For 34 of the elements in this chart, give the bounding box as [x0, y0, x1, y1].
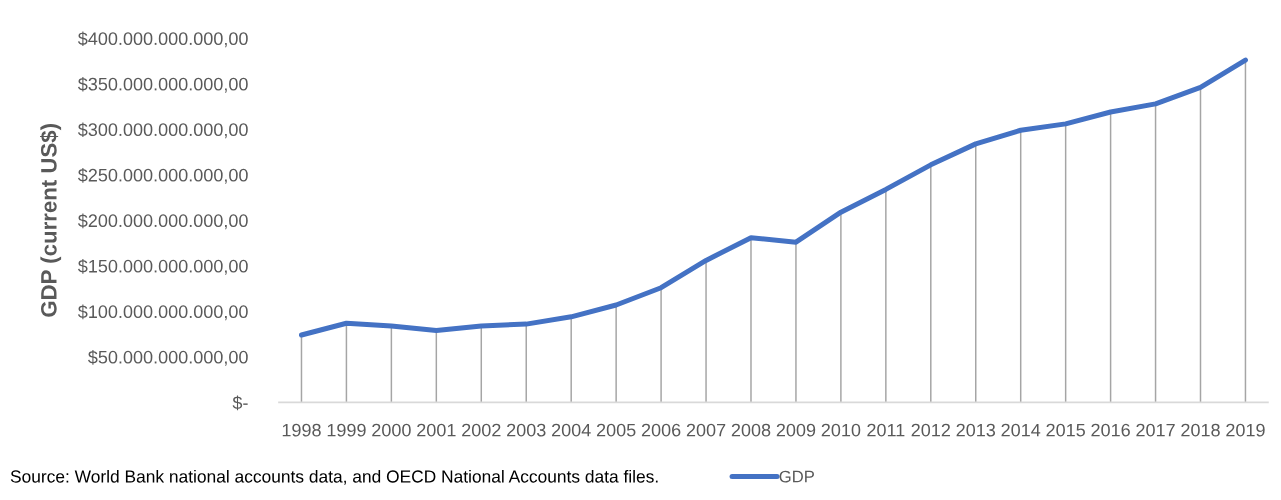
x-tick-label: 2014	[1001, 423, 1041, 437]
x-tick-label: 2005	[596, 423, 636, 437]
x-tick-label: 2006	[641, 423, 681, 437]
x-tick-label: 2003	[507, 423, 546, 437]
x-tick-label: 2007	[686, 423, 726, 437]
y-tick-label: $300.000.000.000,00	[77, 122, 248, 139]
y-tick-label: $100.000.000.000,00	[77, 304, 248, 321]
x-tick-label: 2012	[911, 423, 950, 437]
x-tick-label: 2013	[956, 423, 996, 437]
x-tick-label: 2016	[1091, 423, 1130, 437]
y-tick-label: $-	[232, 395, 248, 411]
x-tick-label: 2010	[821, 423, 861, 437]
y-tick-label: $400.000.000.000,00	[77, 31, 248, 48]
y-axis-title: GDP (current US$)	[40, 124, 62, 317]
x-tick-label: 2015	[1046, 423, 1085, 437]
y-tick-label: $50.000.000.000,00	[88, 350, 248, 366]
x-tick-label: 2017	[1136, 423, 1175, 437]
legend-label: GDP	[779, 470, 814, 483]
x-tick-label: 2018	[1181, 423, 1220, 437]
x-tick-label: 2001	[417, 423, 456, 437]
y-tick-label: $200.000.000.000,00	[77, 213, 248, 230]
x-tick-label: 2008	[731, 423, 771, 437]
x-tick-label: 2000	[372, 423, 411, 437]
x-tick-label: 2011	[867, 423, 905, 437]
x-tick-label: 1999	[327, 423, 366, 437]
x-tick-label: 1998	[282, 423, 321, 437]
source-note: Source: World Bank national accounts data, and OECD National Accounts data files.	[10, 469, 658, 485]
y-tick-label: $250.000.000.000,00	[77, 168, 248, 184]
y-tick-label: $150.000.000.000,00	[77, 259, 248, 275]
x-tick-label: 2009	[776, 423, 816, 437]
x-tick-label: 2002	[462, 423, 501, 437]
x-tick-label: 2019	[1226, 423, 1265, 437]
y-tick-label: $350.000.000.000,00	[77, 76, 248, 93]
x-tick-label: 2004	[552, 423, 591, 437]
